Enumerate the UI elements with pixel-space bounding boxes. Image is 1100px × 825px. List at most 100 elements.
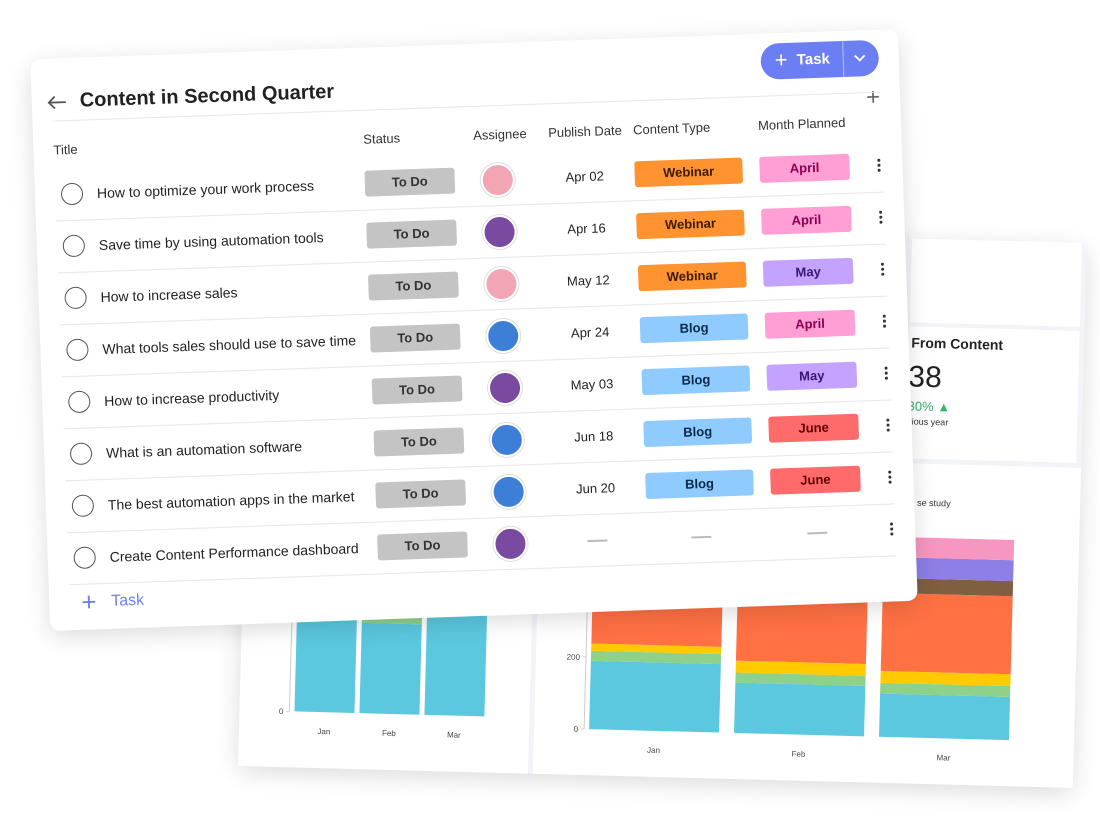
month-pill[interactable]: June xyxy=(770,465,861,495)
add-task-button[interactable]: + Task xyxy=(760,39,880,80)
column-header: Publish Date xyxy=(547,122,623,141)
checkbox[interactable] xyxy=(64,286,88,310)
month-pill[interactable]: May xyxy=(762,257,854,287)
status-pill[interactable]: To Do xyxy=(373,427,465,457)
board-card: Content in Second Quarter + Task + + Tas… xyxy=(30,29,918,631)
bar-segment xyxy=(590,650,722,665)
checkbox[interactable] xyxy=(60,182,84,206)
checkbox[interactable] xyxy=(67,390,91,414)
x-tick-label: Mar xyxy=(447,730,461,739)
month-pill[interactable]: April xyxy=(759,153,850,183)
avatar xyxy=(485,318,521,354)
status-pill[interactable]: To Do xyxy=(369,323,461,353)
content-type-pill[interactable]: Blog xyxy=(645,469,754,500)
divider xyxy=(842,40,845,77)
content-type-pill[interactable]: Webinar xyxy=(636,209,745,240)
task-title: Save time by using automation tools xyxy=(98,229,324,254)
content-type-pill[interactable]: Blog xyxy=(639,313,749,344)
status-pill[interactable]: To Do xyxy=(364,167,456,197)
y-tick-label: 200 xyxy=(566,653,580,662)
task-title: The best automation apps in the market xyxy=(107,488,355,513)
board-title: Content in Second Quarter xyxy=(79,80,335,112)
status-pill[interactable]: To Do xyxy=(366,219,458,249)
plus-icon[interactable]: + xyxy=(80,586,97,617)
task-title: How to optimize your work process xyxy=(96,177,315,202)
bar-segment xyxy=(880,592,1013,675)
avatar xyxy=(487,370,523,406)
status-pill[interactable]: To Do xyxy=(375,479,467,509)
row-menu[interactable] xyxy=(882,319,886,323)
month-pill[interactable]: May xyxy=(766,361,858,391)
month-pill[interactable]: April xyxy=(760,205,852,235)
column-header: Month Planned xyxy=(757,114,846,133)
status-pill[interactable]: To Do xyxy=(368,271,459,301)
back-arrow[interactable] xyxy=(46,94,69,111)
publish-date: Jun 20 xyxy=(575,480,616,497)
x-tick-label: Feb xyxy=(791,749,806,758)
plus-icon: + xyxy=(774,46,789,73)
publish-date: May 03 xyxy=(570,376,614,393)
column-header: Assignee xyxy=(472,126,527,143)
task-title: How to increase sales xyxy=(100,284,238,306)
row-menu[interactable] xyxy=(879,215,883,219)
column-header: Status xyxy=(363,130,401,147)
column-header: Content Type xyxy=(632,119,711,138)
x-tick-label: Jan xyxy=(317,727,330,736)
status-pill[interactable]: To Do xyxy=(371,375,463,405)
bar-segment xyxy=(880,682,1011,697)
bar-segment xyxy=(591,643,722,655)
bar-segment xyxy=(878,693,1011,741)
avatar xyxy=(483,266,519,302)
x-tick-label: Jan xyxy=(647,746,660,755)
content-type-pill[interactable]: Webinar xyxy=(637,261,747,292)
avatar xyxy=(480,162,516,198)
content-type-pill[interactable]: Blog xyxy=(643,417,753,448)
column-header: Title xyxy=(53,141,78,158)
checkbox[interactable] xyxy=(73,546,97,570)
status-pill[interactable]: To Do xyxy=(377,531,468,561)
checkbox[interactable] xyxy=(62,234,86,258)
avatar xyxy=(482,214,518,250)
empty-dash xyxy=(691,535,712,539)
row-menu[interactable] xyxy=(877,163,881,167)
bar-segment xyxy=(735,592,868,665)
row-menu[interactable] xyxy=(884,371,888,375)
x-tick-label: Feb xyxy=(382,729,397,738)
month-pill[interactable]: April xyxy=(764,309,856,339)
checkbox[interactable] xyxy=(69,442,93,466)
avatar xyxy=(489,422,525,458)
content-type-pill[interactable]: Webinar xyxy=(634,157,744,188)
x-tick-label: Mar xyxy=(936,753,950,762)
dropdown-icon[interactable] xyxy=(853,52,867,64)
publish-date: Apr 24 xyxy=(570,324,610,341)
row-menu[interactable] xyxy=(881,267,885,271)
content-type-pill[interactable]: Blog xyxy=(641,365,751,396)
empty-dash xyxy=(587,539,608,543)
publish-date: May 12 xyxy=(566,272,610,289)
month-pill[interactable]: June xyxy=(768,413,860,443)
y-tick-label: 0 xyxy=(279,707,284,716)
task-title: Create Content Performance dashboard xyxy=(109,540,359,565)
avatar xyxy=(491,474,527,510)
bar-segment xyxy=(424,605,488,717)
task-title: What tools sales should use to save time xyxy=(102,332,357,357)
bar-segment xyxy=(883,536,1015,561)
row-menu[interactable] xyxy=(888,475,892,479)
add-task-link[interactable]: Task xyxy=(110,591,145,610)
bar-segment xyxy=(880,670,1011,687)
task-title: What is an automation software xyxy=(105,438,303,461)
bar-segment xyxy=(734,682,866,737)
empty-dash xyxy=(807,531,828,535)
publish-date: Apr 02 xyxy=(565,168,605,185)
bar-segment xyxy=(735,660,866,676)
checkbox[interactable] xyxy=(71,494,95,518)
bar-segment xyxy=(359,622,422,715)
bar-segment xyxy=(735,672,866,686)
y-tick-label: 0 xyxy=(574,725,579,734)
checkbox[interactable] xyxy=(66,338,89,362)
row-menu[interactable] xyxy=(890,527,894,531)
row-menu[interactable] xyxy=(886,423,890,427)
bar-segment xyxy=(589,660,721,733)
bar-segment xyxy=(591,603,723,647)
